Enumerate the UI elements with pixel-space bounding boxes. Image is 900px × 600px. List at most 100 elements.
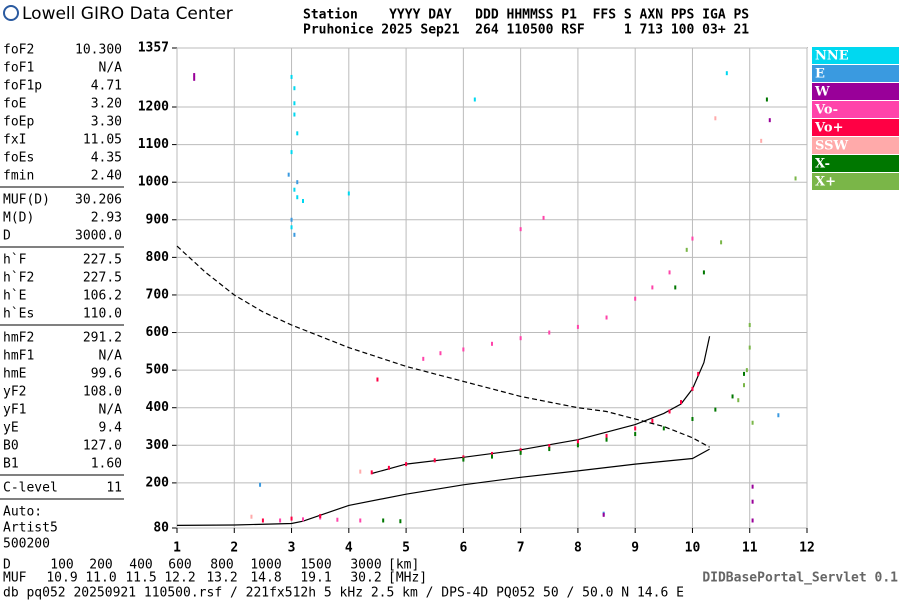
echo-point bbox=[296, 195, 299, 200]
echo-point bbox=[473, 97, 476, 102]
echo-point bbox=[519, 450, 522, 455]
param-name: h`F bbox=[3, 253, 27, 268]
logo-text: Lowell GIRO Data Center bbox=[22, 4, 233, 24]
param-name: foEp bbox=[3, 115, 34, 130]
echo-point bbox=[548, 447, 551, 452]
param-value: 99.6 bbox=[91, 367, 122, 382]
echo-point bbox=[743, 371, 745, 376]
echo-point bbox=[634, 426, 637, 431]
echo-point bbox=[370, 470, 373, 475]
echo-point bbox=[359, 518, 362, 523]
param-value: 2.93 bbox=[91, 211, 122, 226]
param-value: 4.35 bbox=[91, 151, 122, 166]
echo-point bbox=[193, 76, 196, 81]
echo-point bbox=[751, 518, 754, 523]
profile-curve bbox=[371, 336, 711, 475]
param-name: h`F2 bbox=[3, 271, 34, 286]
param-value: 3000.0 bbox=[75, 229, 122, 244]
echo-point bbox=[651, 285, 654, 290]
echo-point bbox=[576, 439, 579, 444]
y-tick-label: 700 bbox=[146, 287, 170, 302]
echo-point bbox=[250, 514, 253, 519]
y-tick-label: 1357 bbox=[138, 41, 169, 56]
param-name: hmF2 bbox=[3, 331, 34, 346]
echo-point bbox=[760, 138, 763, 143]
x-tick-label: 7 bbox=[517, 541, 525, 556]
param-value: 108.0 bbox=[83, 385, 122, 400]
y-tick-label: 300 bbox=[146, 438, 170, 453]
param-value: 227.5 bbox=[83, 271, 122, 286]
echo-point bbox=[745, 368, 748, 373]
param-value: 4.71 bbox=[91, 79, 122, 94]
echo-point bbox=[674, 285, 677, 290]
echo-point bbox=[680, 400, 682, 405]
echo-point bbox=[777, 413, 780, 418]
param-name: B0 bbox=[3, 439, 19, 454]
echo-point bbox=[720, 240, 723, 245]
echo-point bbox=[287, 172, 290, 177]
echo-point bbox=[279, 518, 282, 523]
param-name: foF1p bbox=[3, 79, 42, 94]
param-value: 1.60 bbox=[91, 457, 122, 472]
echo-point bbox=[491, 454, 493, 459]
echo-point bbox=[519, 227, 522, 232]
legend-swatch bbox=[812, 101, 899, 118]
echo-point bbox=[290, 74, 293, 79]
echo-point bbox=[748, 345, 751, 350]
echo-point bbox=[651, 418, 654, 423]
echo-point bbox=[751, 484, 754, 489]
param-name: foE bbox=[3, 97, 26, 112]
echo-point bbox=[376, 377, 379, 382]
echo-point bbox=[290, 217, 293, 222]
echo-point bbox=[751, 499, 754, 504]
d-unit: [km] bbox=[388, 558, 419, 573]
param-value: 11 bbox=[106, 481, 122, 496]
echo-point bbox=[347, 191, 350, 196]
echo-point bbox=[668, 409, 671, 414]
y-tick-label: 900 bbox=[146, 212, 170, 227]
x-tick-label: 10 bbox=[685, 541, 701, 556]
echo-point bbox=[731, 394, 734, 399]
echo-point bbox=[290, 225, 293, 230]
param-name: D bbox=[3, 229, 11, 244]
echo-point bbox=[296, 180, 299, 185]
echo-point bbox=[794, 176, 797, 181]
legend-label: X- bbox=[815, 157, 830, 172]
echo-point bbox=[743, 383, 745, 388]
param-value: 110.0 bbox=[83, 307, 122, 322]
echo-point bbox=[685, 247, 688, 252]
param-value: 10.300 bbox=[75, 43, 122, 58]
echo-point bbox=[302, 198, 304, 203]
echo-point bbox=[702, 270, 705, 275]
param-value: N/A bbox=[99, 61, 123, 76]
echo-point bbox=[491, 341, 493, 346]
param-name: yE bbox=[3, 421, 19, 436]
station-header: Station YYYY DAY DDD HHMMSS P1 FFS S AXN… bbox=[303, 8, 749, 23]
echo-point bbox=[462, 347, 465, 352]
echo-point bbox=[576, 443, 579, 448]
muf-value: 12.2 bbox=[164, 571, 195, 586]
echo-point bbox=[193, 73, 196, 78]
param-value: 127.0 bbox=[83, 439, 122, 454]
echo-point bbox=[542, 215, 545, 220]
param-value: 106.2 bbox=[83, 289, 122, 304]
echo-point bbox=[725, 71, 728, 76]
echo-point bbox=[662, 426, 665, 431]
profile-curve bbox=[176, 448, 710, 526]
legend-label: X+ bbox=[815, 175, 836, 190]
echo-point bbox=[697, 371, 700, 376]
x-tick-label: 11 bbox=[742, 541, 758, 556]
station-values: Pruhonice 2025 Sep21 264 110500 RSF 1 71… bbox=[303, 23, 749, 38]
echo-point bbox=[576, 324, 579, 329]
y-tick-label: 400 bbox=[146, 400, 170, 415]
param-name: fxI bbox=[3, 133, 26, 148]
echo-point bbox=[296, 131, 299, 136]
echo-point bbox=[261, 518, 264, 523]
param-value: N/A bbox=[99, 403, 123, 418]
param-value: N/A bbox=[99, 349, 123, 364]
echo-point bbox=[290, 516, 293, 521]
param-name: fmin bbox=[3, 169, 34, 184]
x-tick-label: 12 bbox=[799, 541, 815, 556]
echo-point bbox=[751, 420, 754, 425]
